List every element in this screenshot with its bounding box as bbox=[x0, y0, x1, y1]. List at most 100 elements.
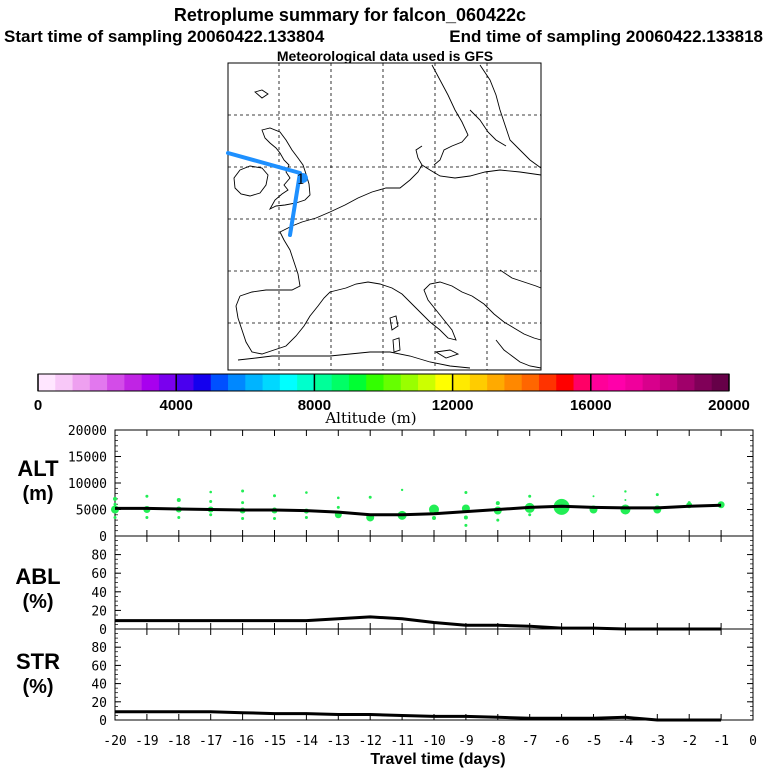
x-tick-label: -8 bbox=[490, 734, 506, 749]
colorbar-cell bbox=[348, 374, 367, 391]
map-frame bbox=[227, 62, 542, 371]
alt-panel-frame bbox=[114, 429, 754, 537]
abl-label: ABL bbox=[15, 564, 60, 589]
alt-spread-point bbox=[176, 497, 181, 502]
y-tick-label: 40 bbox=[91, 586, 107, 601]
x-tick-label: -11 bbox=[390, 734, 413, 749]
x-tick-label: -12 bbox=[358, 734, 381, 749]
altitude-colorbar: 0 4000 8000 12000 16000 20000 Altitude (m) bbox=[34, 373, 750, 427]
alt-spread-point bbox=[304, 515, 308, 519]
alt-spread-point bbox=[528, 494, 532, 498]
colorbar-tick-label: 12000 bbox=[432, 397, 474, 414]
colorbar-cell bbox=[521, 374, 540, 391]
x-tick-label: -20 bbox=[103, 734, 126, 749]
alt-spread-point bbox=[624, 498, 627, 501]
colorbar-cell bbox=[469, 374, 488, 391]
alt-y-ticks: 20000 15000 10000 5000 0 bbox=[68, 424, 753, 545]
x-tick-label: -13 bbox=[327, 734, 350, 749]
alt-label: ALT bbox=[17, 456, 59, 481]
release-point-marker bbox=[298, 173, 308, 183]
colorbar-cell bbox=[55, 374, 74, 391]
y-tick-label: 20 bbox=[91, 604, 107, 619]
series-lines bbox=[115, 503, 722, 722]
map-graticule bbox=[228, 63, 541, 370]
colorbar-tick-label: 0 bbox=[34, 397, 42, 414]
alt-spread-point bbox=[177, 515, 181, 519]
colorbar-cell bbox=[176, 374, 194, 391]
colorbar-ticks: 0 4000 8000 12000 16000 20000 bbox=[34, 374, 750, 414]
start-time-label: Start time of sampling 20060422.133804 bbox=[4, 27, 325, 46]
x-tick-label: -1 bbox=[713, 734, 729, 749]
colorbar-tick-label: 16000 bbox=[570, 397, 612, 414]
x-tick-label: -4 bbox=[618, 734, 634, 749]
alt-spread-point bbox=[209, 490, 212, 494]
coastlines bbox=[233, 64, 542, 369]
colorbar-cell bbox=[297, 374, 315, 391]
x-tick-label: -2 bbox=[681, 734, 697, 749]
y-tick-label: 60 bbox=[91, 659, 107, 674]
colorbar-cell bbox=[124, 374, 143, 391]
alt-spread-point bbox=[624, 490, 627, 493]
x-tick-label: -15 bbox=[263, 734, 286, 749]
alt-series-line bbox=[115, 503, 722, 517]
colorbar-cell bbox=[107, 374, 125, 391]
abl-series-line bbox=[115, 615, 722, 631]
colorbar-cell bbox=[556, 374, 575, 391]
figure-title: Retroplume summary for falcon_060422c bbox=[174, 5, 526, 25]
alt-spread-point bbox=[400, 488, 404, 492]
colorbar-cell bbox=[625, 374, 644, 391]
colorbar-cell bbox=[694, 374, 713, 391]
colorbar-cell bbox=[314, 374, 333, 391]
abl-y-ticks: 80 60 40 20 0 bbox=[91, 535, 753, 638]
str-y-ticks: 80 60 40 20 0 bbox=[91, 628, 753, 729]
alt-spread-point bbox=[432, 515, 436, 520]
x-tick-label: -14 bbox=[295, 734, 319, 749]
y-tick-label: 20000 bbox=[68, 424, 107, 439]
y-tick-label: 0 bbox=[99, 623, 107, 638]
str-series-line bbox=[115, 710, 722, 722]
alt-spread-point bbox=[209, 500, 213, 504]
alt-spread-point bbox=[687, 501, 691, 505]
str-panel-frame bbox=[114, 628, 754, 721]
colorbar-cell bbox=[538, 374, 557, 391]
colorbar-cell bbox=[38, 374, 56, 391]
alt-spread-point bbox=[145, 515, 149, 519]
x-tick-label: 0 bbox=[749, 734, 757, 749]
str-label: STR bbox=[16, 649, 60, 674]
x-tick-label: -7 bbox=[522, 734, 538, 749]
abl-unit-label: (%) bbox=[22, 591, 53, 613]
alt-spread-point bbox=[305, 491, 308, 494]
y-tick-label: 20 bbox=[91, 696, 107, 711]
colorbar-tick-label: 8000 bbox=[298, 397, 331, 414]
colorbar-cell bbox=[573, 374, 592, 391]
colorbar-cell bbox=[659, 374, 678, 391]
x-tick-label: -16 bbox=[231, 734, 254, 749]
plume-track: 1 bbox=[226, 151, 308, 237]
colorbar-cell bbox=[504, 374, 523, 391]
colorbar-cells bbox=[38, 374, 730, 391]
x-tick-label: -3 bbox=[649, 734, 665, 749]
abl-panel-frame bbox=[114, 535, 754, 630]
alt-spread-point bbox=[241, 501, 245, 505]
alt-spread-point bbox=[113, 502, 117, 506]
colorbar-cell bbox=[677, 374, 695, 391]
x-tick-label: -5 bbox=[586, 734, 602, 749]
colorbar-cell bbox=[262, 374, 281, 391]
colorbar-tick-label: 20000 bbox=[708, 397, 750, 414]
alt-spread-point bbox=[655, 493, 659, 497]
str-unit-label: (%) bbox=[22, 676, 53, 698]
colorbar-cell bbox=[228, 374, 246, 391]
y-tick-label: 0 bbox=[99, 530, 107, 545]
colorbar-cell bbox=[141, 374, 160, 391]
alt-spread-point bbox=[273, 517, 276, 521]
y-tick-label: 10000 bbox=[68, 477, 107, 492]
alt-spread-point bbox=[463, 515, 468, 520]
alt-spread-point bbox=[273, 494, 276, 498]
y-tick-label: 60 bbox=[91, 567, 107, 582]
x-axis-label: Travel time (days) bbox=[370, 751, 505, 768]
alt-spread-point bbox=[620, 504, 631, 515]
alt-spread-point bbox=[528, 513, 532, 517]
trajectory-line bbox=[226, 151, 302, 237]
colorbar-cell bbox=[642, 374, 661, 391]
